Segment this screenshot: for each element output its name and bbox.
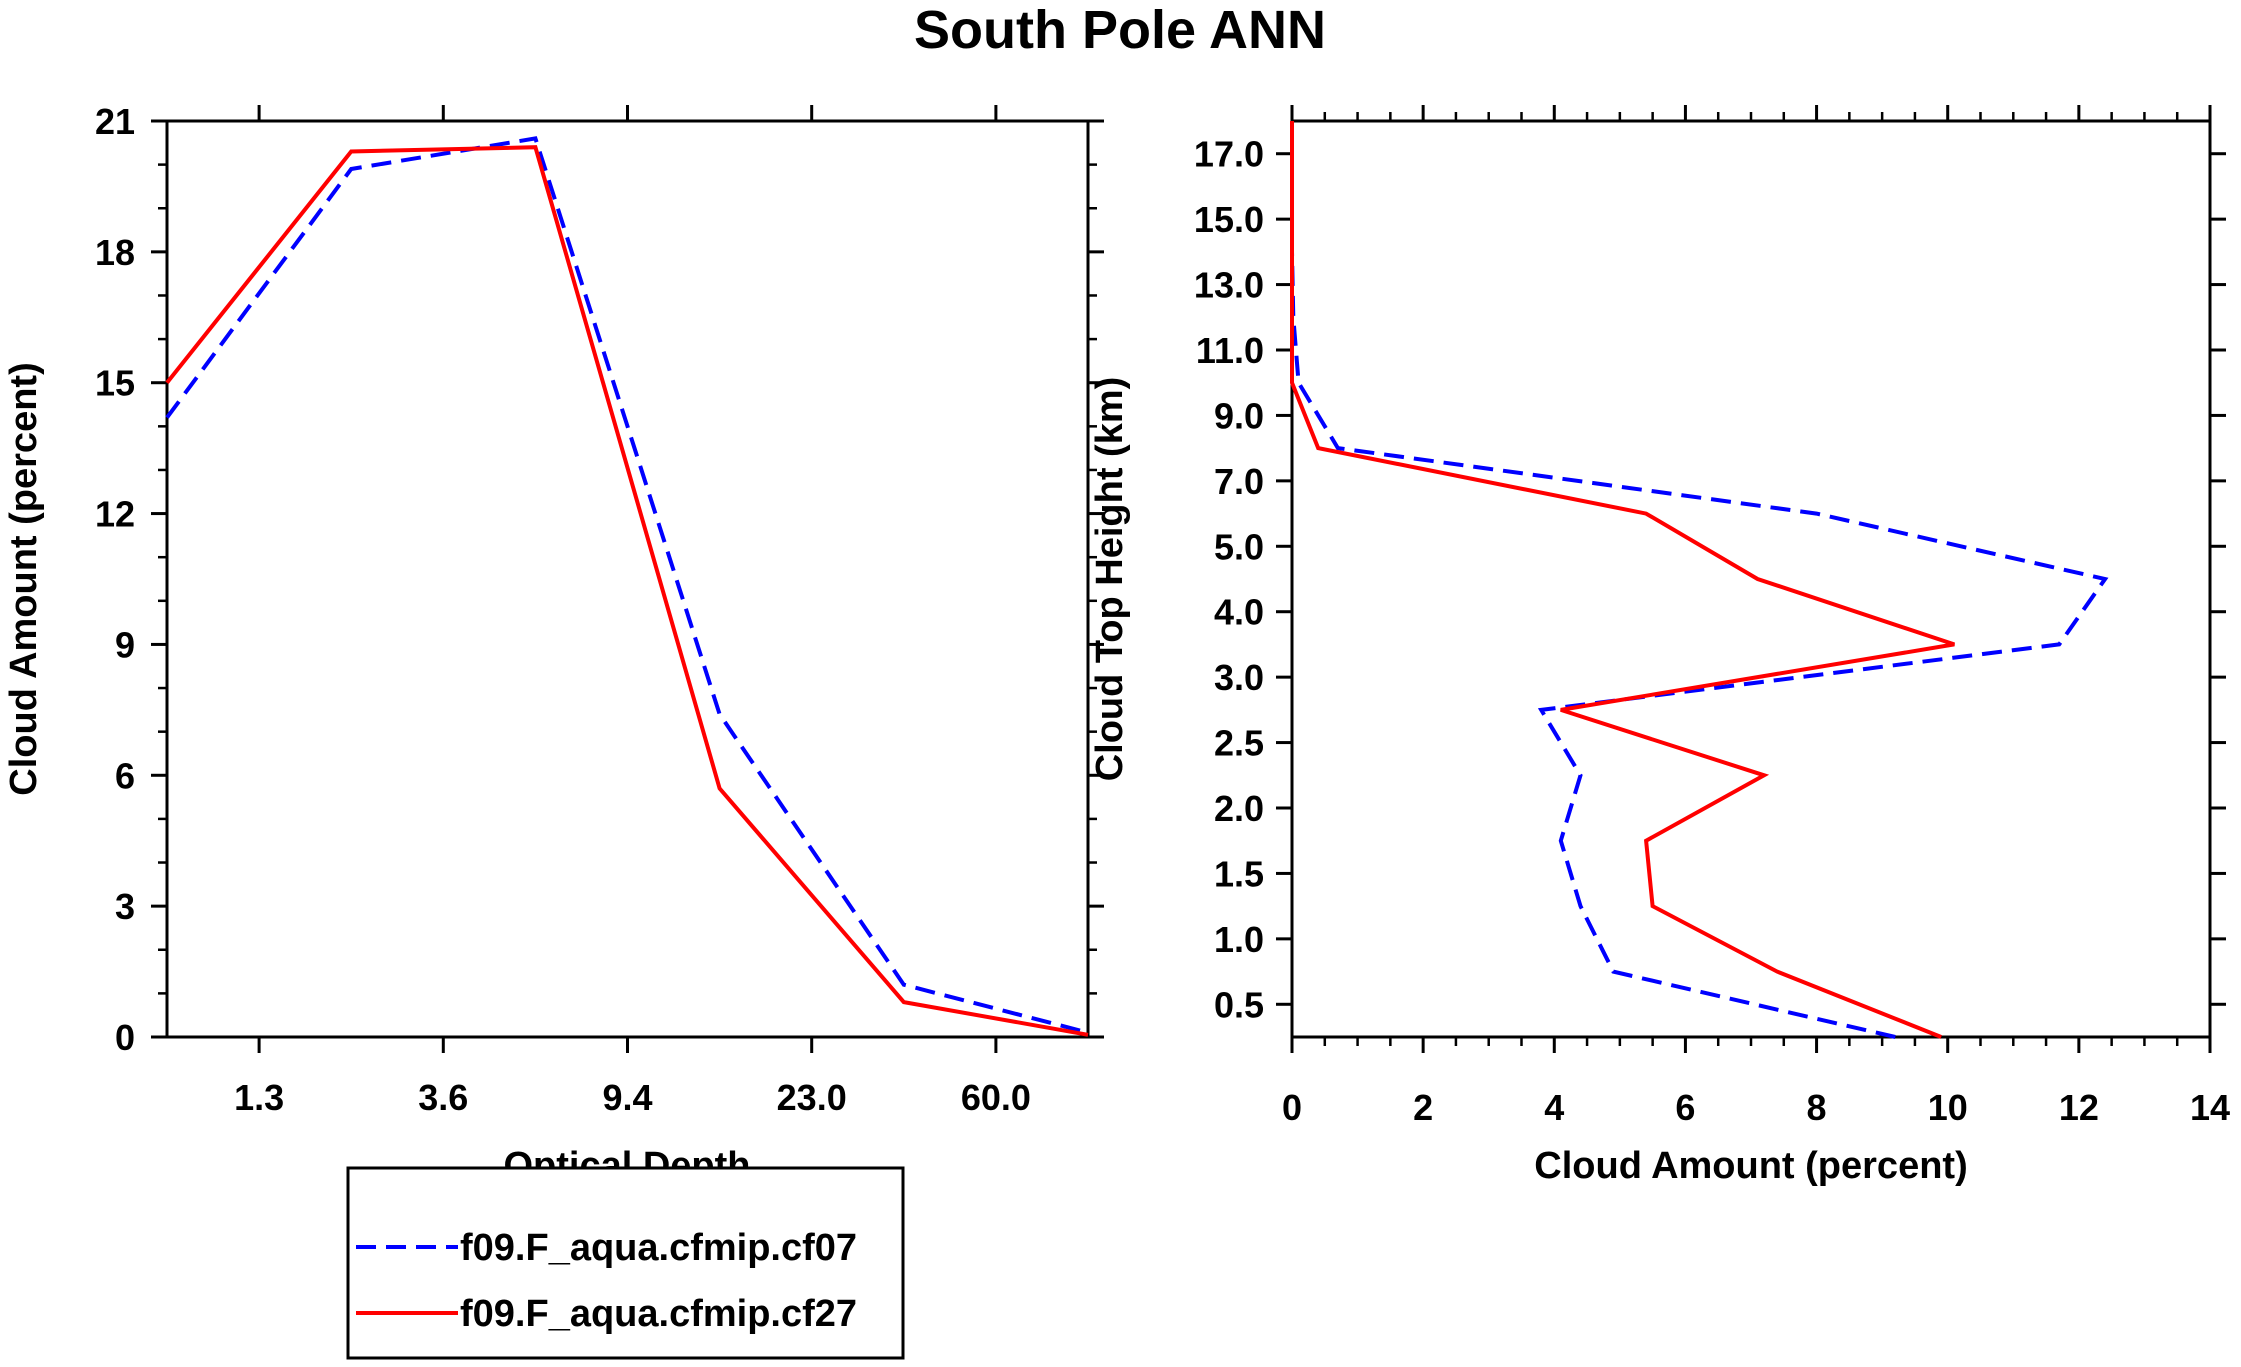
left-y-tick-label: 0 <box>115 1017 135 1058</box>
right-x-tick-label: 10 <box>1928 1087 1968 1128</box>
legend-box <box>346 1166 905 1360</box>
figure-title: South Pole ANN <box>914 0 1326 60</box>
right-plot-frame <box>1290 119 2212 1039</box>
right-x-axis-label: Cloud Amount (percent) <box>1534 1145 1967 1187</box>
right-y-axis-ticks: 0.5 1.0 1.5 2.0 2.5 3.0 4.0 5.0 7.0 9.0 11.0 13.0 15… <box>1194 134 2226 1025</box>
left-y-tick-label: 9 <box>115 624 135 665</box>
right-y-axis-label: Cloud Top Height (km) <box>1089 377 1131 782</box>
left-y-tick-label: 3 <box>115 886 135 927</box>
right-x-tick-label: 4 <box>1544 1087 1564 1128</box>
left-series-lines <box>165 136 1089 1037</box>
right-x-tick-label: 8 <box>1807 1087 1827 1128</box>
left-y-tick-label: 15 <box>95 363 135 404</box>
left-y-tick-label: 6 <box>115 755 135 796</box>
right-y-tick-label: 7.0 <box>1214 461 1264 502</box>
right-y-tick-label: 11.0 <box>1196 330 1264 371</box>
legend-label-cf27: f09.F_aqua.cfmip.cf27 <box>460 1293 857 1335</box>
right-x-tick-label: 0 <box>1282 1087 1302 1128</box>
left-x-tick-label: 1.3 <box>234 1077 284 1118</box>
right-x-tick-label: 12 <box>2059 1087 2099 1128</box>
left-x-tick-label: 3.6 <box>418 1077 468 1118</box>
left-x-axis-ticks: 1.3 3.6 9.4 23.0 60.0 <box>234 105 1031 1118</box>
right-y-tick-label: 4.0 <box>1214 592 1264 633</box>
right-x-tick-label: 14 <box>2190 1087 2230 1128</box>
right-y-tick-label: 1.0 <box>1214 919 1264 960</box>
right-y-tick-label: 0.5 <box>1214 984 1264 1025</box>
right-y-tick-label: 15.0 <box>1194 199 1264 240</box>
right-y-tick-label: 2.0 <box>1214 788 1264 829</box>
left-series-line-cf27 <box>165 145 1089 1037</box>
right-y-tick-label: 13.0 <box>1194 265 1264 306</box>
left-x-tick-label: 23.0 <box>777 1077 847 1118</box>
left-y-tick-label: 18 <box>95 232 135 273</box>
right-x-tick-label: 6 <box>1675 1087 1695 1128</box>
right-y-tick-label: 2.5 <box>1214 723 1264 764</box>
left-y-tick-label: 21 <box>95 101 135 142</box>
right-y-tick-label: 1.5 <box>1214 853 1264 894</box>
left-y-tick-label: 12 <box>95 494 135 535</box>
left-y-axis-ticks: 0 3 6 9 12 15 18 21 <box>95 101 1104 1058</box>
left-x-tick-label: 60.0 <box>961 1077 1031 1118</box>
legend-label-cf07: f09.F_aqua.cfmip.cf07 <box>460 1227 857 1269</box>
left-plot-frame <box>165 119 1090 1039</box>
right-series-line-cf27 <box>1290 121 1955 1039</box>
right-y-tick-label: 9.0 <box>1214 395 1264 436</box>
legend: f09.F_aqua.cfmip.cf07 f09.F_aqua.cfmip.c… <box>346 1166 905 1360</box>
left-series-line-cf07 <box>165 136 1089 1035</box>
right-x-tick-label: 2 <box>1413 1087 1433 1128</box>
right-y-tick-label: 5.0 <box>1214 526 1264 567</box>
right-series-line-cf07 <box>1290 121 2109 1039</box>
right-series-lines <box>1290 121 2109 1039</box>
cloud-top-height-panel: 0.5 1.0 1.5 2.0 2.5 3.0 4.0 5.0 7.0 9.0 11.0 13.0 15… <box>1089 105 2230 1187</box>
left-x-tick-label: 9.4 <box>602 1077 652 1118</box>
right-y-tick-label: 3.0 <box>1214 657 1264 698</box>
right-x-axis-ticks: 0 2 4 6 8 10 12 14 <box>1282 105 2230 1128</box>
left-y-axis-label: Cloud Amount (percent) <box>3 362 45 795</box>
right-y-tick-label: 17.0 <box>1194 134 1264 175</box>
